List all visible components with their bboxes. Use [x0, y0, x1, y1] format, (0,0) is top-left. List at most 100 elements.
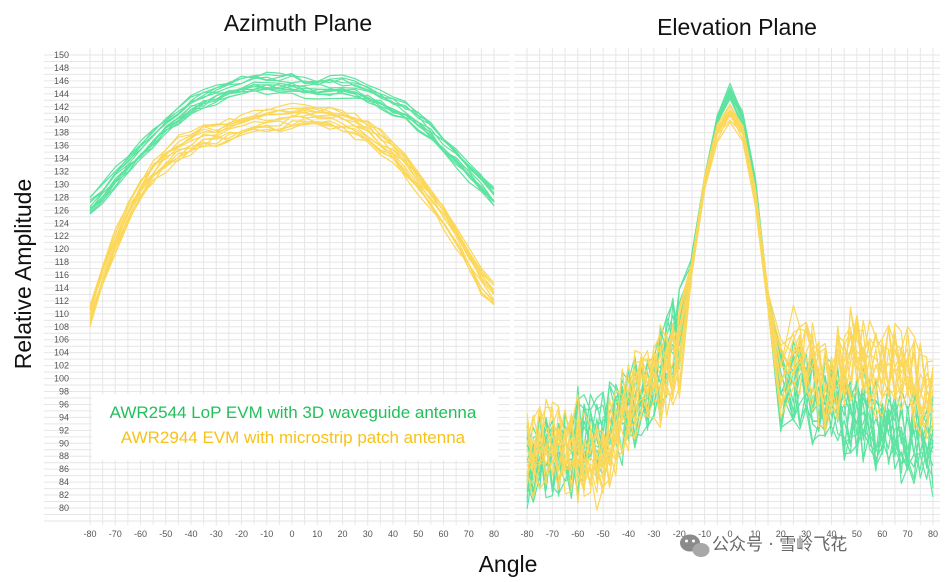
y-tick-label: 136 [54, 141, 69, 151]
y-tick-label: 120 [54, 244, 69, 254]
azimuth-x-tick-label: 60 [438, 529, 448, 539]
y-tick-label: 84 [59, 477, 69, 487]
elevation-x-tick-labels: -80 -70 -60 -50 -40 -30 -20 -10 0 10 20 30 40 50 60 70 8… [520, 529, 938, 539]
elevation-x-tick-label: 0 [727, 529, 732, 539]
elevation-trace [526, 105, 934, 492]
y-tick-label: 118 [55, 257, 69, 267]
y-tick-label: 96 [59, 399, 69, 409]
y-tick-label: 148 [54, 63, 69, 73]
y-tick-label: 132 [54, 166, 69, 176]
elevation-x-tick-label: -20 [673, 529, 686, 539]
azimuth-x-tick-label: -70 [109, 529, 122, 539]
y-tick-label: 144 [54, 89, 69, 99]
elevation-x-tick-label: 60 [877, 529, 887, 539]
y-tick-labels: 80 82 84 86 88 90 92 94 96 98 100 102 104 106 108 110 11… [54, 50, 69, 513]
azimuth-trace [89, 102, 495, 306]
elevation-trace [526, 111, 934, 495]
elevation-x-tick-label: 80 [928, 529, 938, 539]
azimuth-x-tick-label: 10 [312, 529, 322, 539]
elevation-plot: -80 -70 -60 -50 -40 -30 -20 -10 0 10 20 30 40 50 60 70 8… [514, 48, 940, 539]
azimuth-x-tick-label: -10 [260, 529, 273, 539]
y-tick-label: 130 [54, 179, 69, 189]
azimuth-x-tick-label: -50 [159, 529, 172, 539]
y-tick-label: 150 [54, 50, 69, 60]
y-tick-label: 134 [54, 154, 69, 164]
y-tick-label: 108 [54, 322, 69, 332]
elevation-x-tick-label: -50 [597, 529, 610, 539]
legend-entry-yellow: AWR2944 EVM with microstrip patch antenn… [121, 428, 466, 447]
elevation-x-tick-label: 70 [903, 529, 913, 539]
elevation-x-tick-label: 50 [852, 529, 862, 539]
y-tick-label: 142 [54, 102, 69, 112]
y-tick-label: 110 [55, 309, 69, 319]
azimuth-x-tick-label: 70 [464, 529, 474, 539]
elevation-x-tick-label: -10 [698, 529, 711, 539]
azimuth-trace [89, 114, 495, 316]
y-tick-label: 138 [54, 128, 69, 138]
azimuth-trace [89, 84, 495, 215]
y-tick-label: 116 [55, 270, 69, 280]
azimuth-x-tick-label: 50 [413, 529, 423, 539]
y-tick-label: 106 [54, 335, 69, 345]
azimuth-x-tick-label: -30 [210, 529, 223, 539]
y-tick-label: 124 [54, 218, 69, 228]
y-tick-label: 112 [55, 296, 69, 306]
y-tick-label: 92 [59, 425, 69, 435]
azimuth-trace [89, 72, 495, 198]
elevation-trace [526, 114, 934, 499]
y-tick-label: 122 [54, 231, 69, 241]
watermark: 公众号 · 雪岭飞花 [680, 534, 847, 557]
elevation-trace [526, 90, 934, 495]
azimuth-trace [89, 106, 495, 310]
azimuth-trace [89, 120, 495, 320]
y-tick-label: 98 [59, 387, 69, 397]
y-tick-label: 146 [54, 76, 69, 86]
legend-entry-green: AWR2544 LoP EVM with 3D waveguide antenn… [110, 403, 477, 422]
y-tick-label: 100 [54, 374, 69, 384]
y-tick-label: 104 [54, 348, 69, 358]
elevation-x-tick-label: 20 [776, 529, 786, 539]
y-tick-label: 102 [54, 361, 69, 371]
elevation-title: Elevation Plane [657, 14, 817, 40]
elevation-x-tick-label: 10 [750, 529, 760, 539]
azimuth-x-tick-label: -40 [184, 529, 197, 539]
y-axis-label: Relative Amplitude [10, 179, 36, 370]
azimuth-series-green [89, 71, 495, 215]
elevation-x-tick-label: 40 [826, 529, 836, 539]
elevation-x-tick-label: -70 [546, 529, 559, 539]
elevation-x-tick-label: -60 [571, 529, 584, 539]
azimuth-series-yellow [89, 102, 495, 327]
azimuth-x-tick-label: 20 [337, 529, 347, 539]
elevation-x-tick-label: -40 [622, 529, 635, 539]
azimuth-x-tick-label: 40 [388, 529, 398, 539]
y-tick-label: 88 [59, 451, 69, 461]
azimuth-x-tick-label: 80 [489, 529, 499, 539]
azimuth-x-tick-labels: -80 -70 -60 -50 -40 -30 -20 -10 0 10 20 30 40 50 60 70 8… [83, 529, 499, 539]
y-tick-label: 82 [59, 490, 69, 500]
y-tick-label: 128 [54, 192, 69, 202]
elevation-x-tick-label: 30 [801, 529, 811, 539]
elevation-trace [526, 109, 934, 477]
azimuth-x-tick-label: 0 [289, 529, 294, 539]
elevation-trace [526, 98, 934, 492]
y-tick-label: 94 [59, 412, 69, 422]
y-tick-label: 90 [59, 438, 69, 448]
azimuth-x-tick-label: -20 [235, 529, 248, 539]
azimuth-trace [89, 81, 495, 208]
wechat-icon [680, 534, 710, 557]
y-tick-label: 140 [54, 115, 69, 125]
azimuth-x-tick-label: -80 [83, 529, 96, 539]
elevation-trace [526, 114, 934, 504]
y-tick-label: 114 [55, 283, 69, 293]
legend: AWR2544 LoP EVM with 3D waveguide antenn… [92, 394, 498, 460]
y-tick-label: 80 [59, 503, 69, 513]
elevation-series-yellow [526, 103, 934, 511]
y-tick-label: 126 [54, 205, 69, 215]
azimuth-trace [89, 82, 495, 212]
elevation-x-tick-label: -80 [520, 529, 533, 539]
y-tick-label: 86 [59, 464, 69, 474]
elevation-x-tick-label: -30 [647, 529, 660, 539]
azimuth-title: Azimuth Plane [224, 10, 372, 36]
legend-background [92, 394, 498, 460]
